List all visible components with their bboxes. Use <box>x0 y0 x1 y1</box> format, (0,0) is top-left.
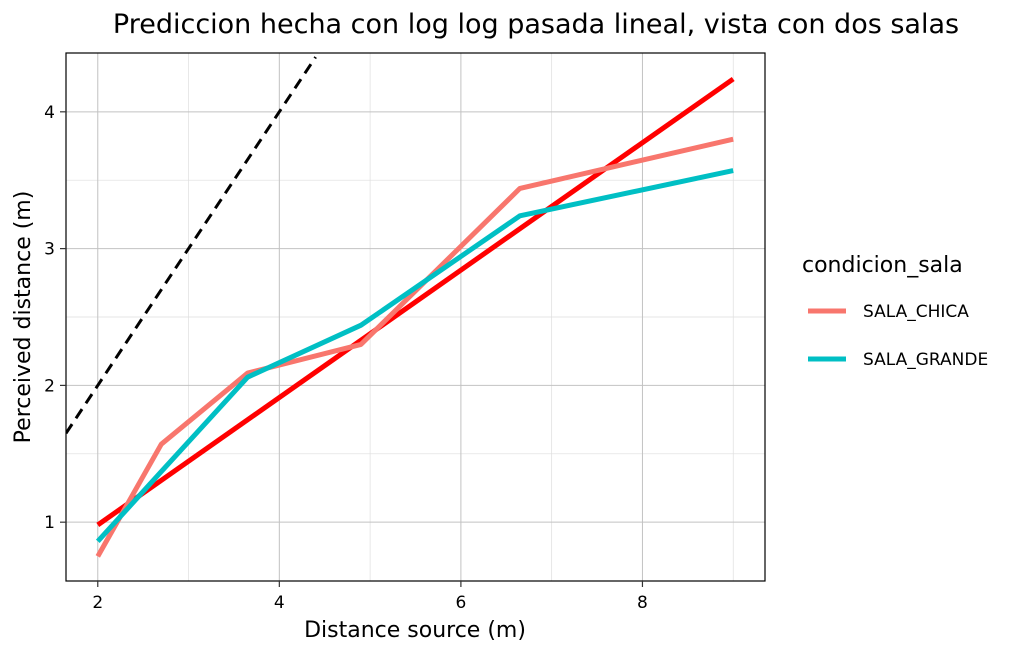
x-tick-label: 8 <box>637 593 648 613</box>
series-line-sala-grande <box>95 168 734 543</box>
x-axis: 2 4 6 8 <box>92 581 648 613</box>
y-axis-title: Perceived distance (m) <box>11 191 36 444</box>
y-tick-label: 3 <box>44 240 55 260</box>
panel-border <box>65 52 766 582</box>
legend: condicion_sala SALA_CHICA SALA_GRANDE <box>802 253 988 370</box>
grid <box>66 53 765 581</box>
x-axis-title: Distance source (m) <box>304 618 526 643</box>
legend-title: condicion_sala <box>802 253 963 278</box>
series-line-sala-chica <box>95 136 734 558</box>
data-lines <box>66 56 735 558</box>
y-tick-label: 2 <box>44 376 55 396</box>
plot-panel <box>65 52 766 582</box>
identity-dashed-line <box>66 56 317 435</box>
fit-line <box>96 76 735 527</box>
y-tick-label: 4 <box>44 103 55 123</box>
y-tick-label: 1 <box>44 513 55 533</box>
x-tick-label: 2 <box>92 593 103 613</box>
legend-label: SALA_GRANDE <box>863 350 988 370</box>
x-tick-label: 6 <box>455 593 466 613</box>
chart-title: Prediccion hecha con log log pasada line… <box>113 9 959 40</box>
y-axis: 1 2 3 4 <box>44 103 66 533</box>
x-tick-label: 4 <box>274 593 285 613</box>
legend-label: SALA_CHICA <box>863 302 969 322</box>
